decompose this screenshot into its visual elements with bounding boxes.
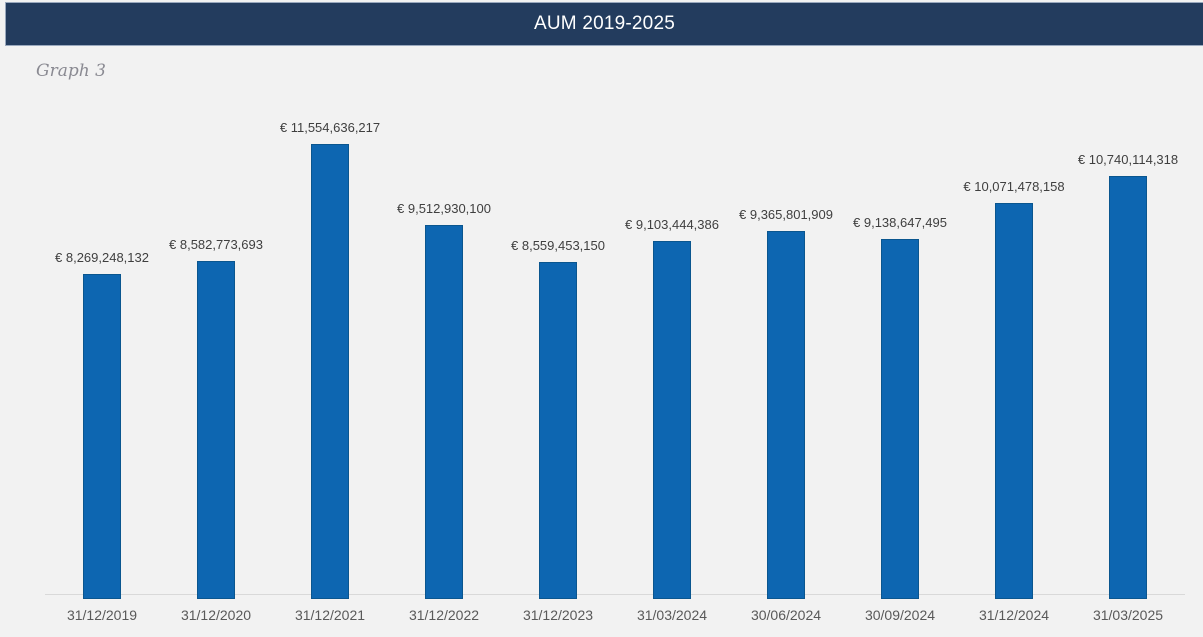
x-axis-tick-label: 31/03/2025	[1092, 607, 1164, 623]
graph-caption: Graph 3	[36, 61, 106, 81]
x-axis-tick-label: 31/12/2021	[294, 607, 366, 623]
bar	[995, 202, 1033, 599]
plot-area: € 8,269,248,132 31/12/2019 € 8,582,773,693…	[45, 100, 1185, 624]
bar-value-label: € 11,554,636,217	[279, 120, 381, 136]
bar	[1109, 176, 1147, 599]
chart-title: AUM 2019-2025	[534, 13, 675, 34]
chart-category-column: € 8,269,248,132 31/12/2019	[45, 100, 159, 623]
chart-category-column: € 10,740,114,318 31/03/2025	[1071, 100, 1185, 623]
chart-category-column: € 9,365,801,909 30/06/2024	[729, 100, 843, 624]
bar-value-label: € 9,365,801,909	[739, 206, 833, 222]
x-axis-tick-label: 30/09/2024	[864, 607, 936, 623]
bar-value-label: € 10,071,478,158	[963, 178, 1065, 194]
bar-value-label: € 8,269,248,132	[55, 249, 149, 265]
bar-value-label: € 9,138,647,495	[853, 215, 947, 231]
chart-category-column: € 10,071,478,158 31/12/2024	[957, 100, 1071, 623]
x-axis-tick-label: 30/06/2024	[750, 607, 822, 623]
x-axis-tick-label: 31/12/2019	[66, 607, 138, 623]
chart-category-column: € 8,559,453,150 31/12/2023	[501, 100, 615, 623]
chart-category-column: € 8,582,773,693 31/12/2020	[159, 100, 273, 623]
bar-value-label: € 8,559,453,150	[511, 238, 605, 254]
x-axis-tick-label: 31/03/2024	[636, 607, 708, 623]
bar-value-label: € 10,740,114,318	[1077, 152, 1179, 168]
x-axis-line	[45, 594, 1185, 595]
chart-category-column: € 9,138,647,495 30/09/2024	[843, 100, 957, 623]
chart-category-column: € 9,512,930,100 31/12/2022	[387, 100, 501, 623]
bar-value-label: € 9,103,444,386	[625, 216, 719, 232]
bar-value-label: € 8,582,773,693	[169, 237, 263, 253]
chart-category-column: € 9,103,444,386 31/03/2024	[615, 100, 729, 623]
x-axis-tick-label: 31/12/2020	[180, 607, 252, 623]
x-axis-tick-label: 31/12/2023	[522, 607, 594, 623]
bar-value-label: € 9,512,930,100	[397, 200, 491, 216]
bar	[311, 144, 349, 599]
bar	[197, 261, 235, 599]
x-axis-tick-label: 31/12/2024	[978, 607, 1050, 623]
title-bar: AUM 2019-2025	[5, 2, 1203, 46]
bar	[653, 240, 691, 599]
bar	[767, 230, 805, 599]
bar	[83, 273, 121, 599]
bar	[425, 224, 463, 599]
chart-category-column: € 11,554,636,217 31/12/2021	[273, 100, 387, 623]
bar	[881, 239, 919, 599]
bar	[539, 262, 577, 599]
x-axis-tick-label: 31/12/2022	[408, 607, 480, 623]
